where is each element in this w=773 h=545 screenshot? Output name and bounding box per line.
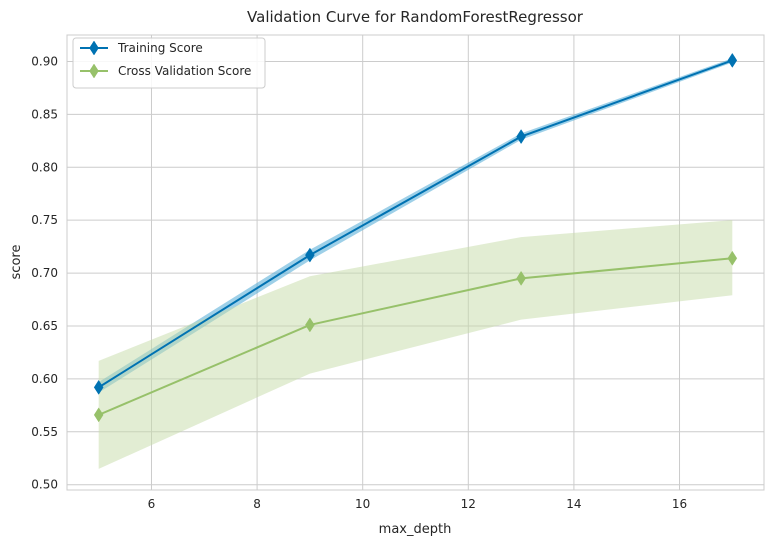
cross-validation-score-band	[98, 220, 733, 469]
legend-training-score-label: Training Score	[117, 41, 203, 55]
y-tick-label: 0.50	[31, 478, 58, 492]
legend-box	[72, 37, 266, 89]
cross-validation-score-point	[93, 407, 104, 423]
y-tick-label: 0.65	[31, 319, 58, 333]
training-score-point	[93, 379, 104, 395]
plot-area	[66, 34, 765, 491]
y-axis-label: score	[9, 245, 24, 280]
legend-cross-validation-score-marker	[89, 63, 99, 79]
y-tick-label: 0.70	[31, 266, 58, 280]
training-score-point	[305, 247, 315, 263]
confidence-bands	[98, 58, 733, 469]
training-score-line	[98, 59, 733, 389]
training-score-point	[727, 52, 738, 68]
y-tick-label: 0.55	[31, 425, 58, 439]
chart-title: Validation Curve for RandomForestRegress…	[247, 8, 584, 26]
series-markers	[93, 52, 738, 423]
y-tick-label: 0.90	[31, 54, 58, 68]
cross-validation-score-line	[98, 257, 733, 416]
y-tick-label: 0.60	[31, 372, 58, 386]
x-tick-label: 12	[461, 497, 476, 511]
y-axis-ticks: 0.50 0.55 0.60 0.65 0.70 0.75 0.80 0.85 0.90	[31, 54, 58, 491]
cross-validation-score-point	[727, 250, 738, 266]
y-tick-label: 0.75	[31, 213, 58, 227]
legend: Training Score Cross Validation Score	[72, 37, 266, 89]
legend-cross-validation-score-label: Cross Validation Score	[118, 64, 251, 78]
x-tick-label: 14	[566, 497, 581, 511]
x-axis-label: max_depth	[379, 522, 452, 537]
x-tick-label: 10	[355, 497, 370, 511]
x-axis-ticks: 6 8 10 12 14 16	[148, 497, 687, 511]
plot-frame	[66, 34, 765, 491]
x-tick-label: 8	[253, 497, 261, 511]
x-tick-label: 6	[148, 497, 156, 511]
training-score-point	[516, 129, 526, 145]
cross-validation-score-point	[305, 317, 315, 333]
x-tick-label: 16	[672, 497, 687, 511]
series-lines	[98, 59, 733, 416]
y-tick-label: 0.85	[31, 107, 58, 121]
cross-validation-score-point	[516, 270, 526, 286]
legend-training-score-marker	[89, 40, 99, 56]
y-tick-label: 0.80	[31, 160, 58, 174]
